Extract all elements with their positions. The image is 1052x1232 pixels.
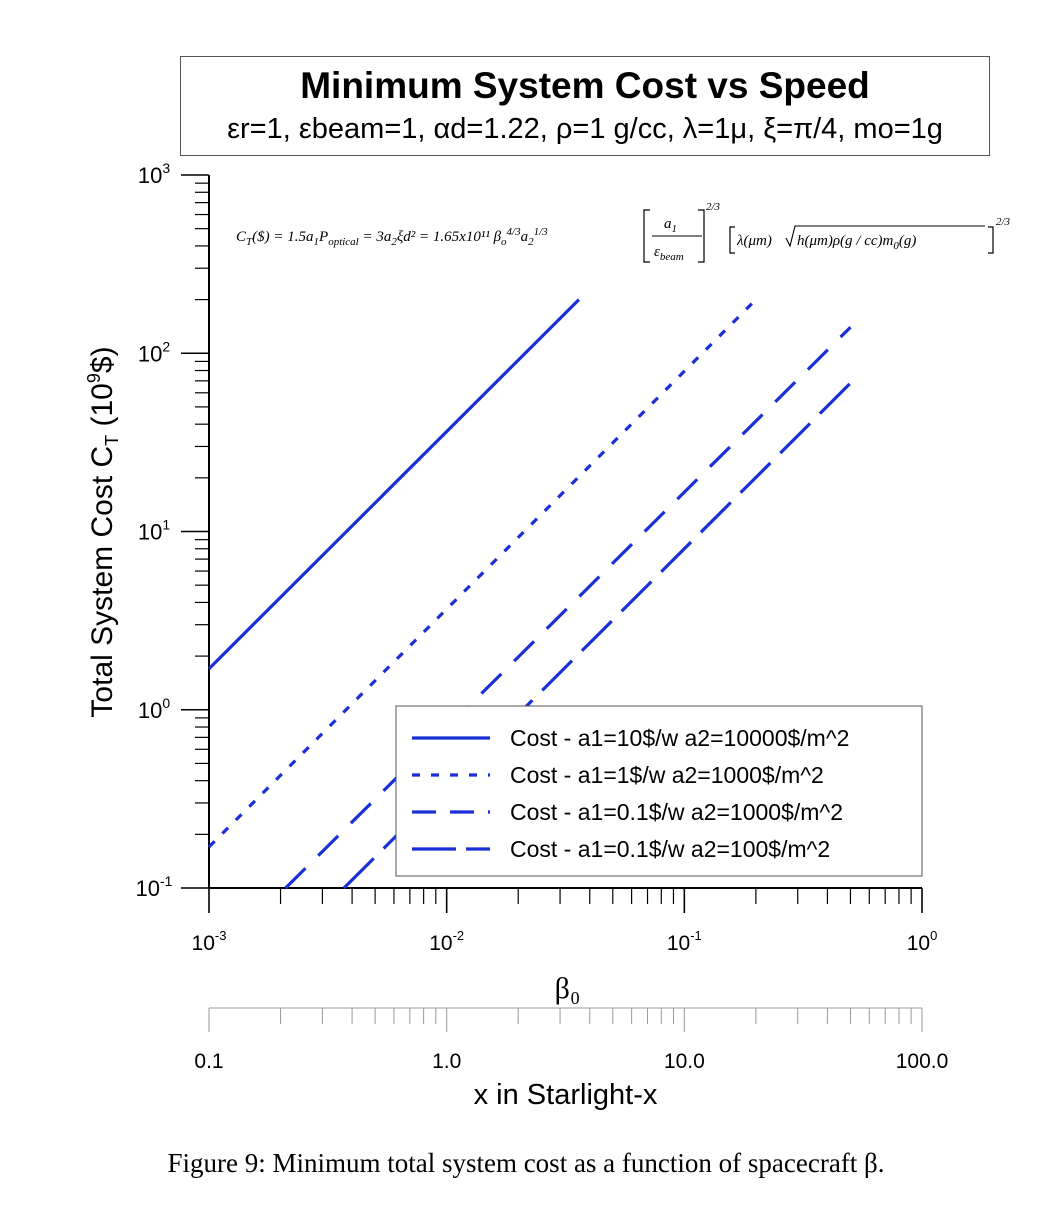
x-tick-label: 10-1 (667, 928, 702, 955)
axes-layer: 10-1 100 101 102 103 10-3 10-2 10-1 100 β₀ Total S… (84, 160, 948, 1111)
legend-label-3: Cost - a1=0.1$/w a2=1000$/m^2 (510, 799, 843, 825)
y-tick-label: 103 (138, 160, 170, 188)
legend-label-4: Cost - a1=0.1$/w a2=100$/m^2 (510, 836, 830, 862)
x-axis-label: β₀ (555, 972, 581, 1005)
svg-text:εbeam: εbeam (654, 244, 684, 263)
svg-text:CT($) = 1.5a1Poptical = 3a2ξd²: CT($) = 1.5a1Poptical = 3a2ξd² = 1.65x10… (236, 226, 548, 248)
chart-svg: CT($) = 1.5a1Poptical = 3a2ξd² = 1.65x10… (84, 160, 1011, 1111)
secondary-x-axis-label: x in Starlight-x (474, 1079, 658, 1111)
y-tick-label: 102 (138, 338, 170, 366)
svg-text:a1: a1 (664, 216, 677, 235)
secondary-x-tick-label: 0.1 (194, 1050, 223, 1073)
title-box: Minimum System Cost vs Speed εr=1, εbeam… (180, 56, 990, 156)
x-tick-label: 100 (907, 928, 938, 955)
x-tick-label: 10-2 (429, 928, 464, 955)
secondary-x-tick-label: 100.0 (896, 1050, 949, 1073)
y-tick-label: 10-1 (136, 873, 173, 901)
svg-text:2/3: 2/3 (706, 201, 721, 213)
formula-annotation: CT($) = 1.5a1Poptical = 3a2ξd² = 1.65x10… (236, 201, 1011, 263)
x-tick-label: 10-3 (192, 928, 227, 955)
y-tick-label: 101 (138, 517, 170, 545)
legend-layer: Cost - a1=10$/w a2=10000$/m^2 Cost - a1=1… (395, 705, 923, 877)
series-line-2 (207, 298, 758, 849)
chart-title: Minimum System Cost vs Speed (300, 65, 870, 106)
legend-label-2: Cost - a1=1$/w a2=1000$/m^2 (510, 762, 824, 788)
figure-caption: Figure 9: Minimum total system cost as a… (167, 1148, 885, 1178)
y-tick-label: 100 (138, 695, 170, 723)
svg-text:λ(μm): λ(μm) (736, 233, 772, 249)
secondary-x-tick-label: 1.0 (432, 1050, 461, 1073)
series-line-3 (284, 326, 852, 890)
chart-subtitle: εr=1, εbeam=1, αd=1.22, ρ=1 g/cc, λ=1μ, … (227, 113, 943, 145)
legend-label-1: Cost - a1=10$/w a2=10000$/m^2 (510, 725, 849, 751)
y-axis-label: Total System Cost CT (109$) (84, 346, 122, 717)
series-line-1 (207, 298, 581, 670)
secondary-x-tick-label: 10.0 (664, 1050, 705, 1073)
svg-text:h(μm)ρ(g / cc)m0(g): h(μm)ρ(g / cc)m0(g) (797, 233, 916, 252)
svg-text:2/3: 2/3 (996, 216, 1011, 228)
